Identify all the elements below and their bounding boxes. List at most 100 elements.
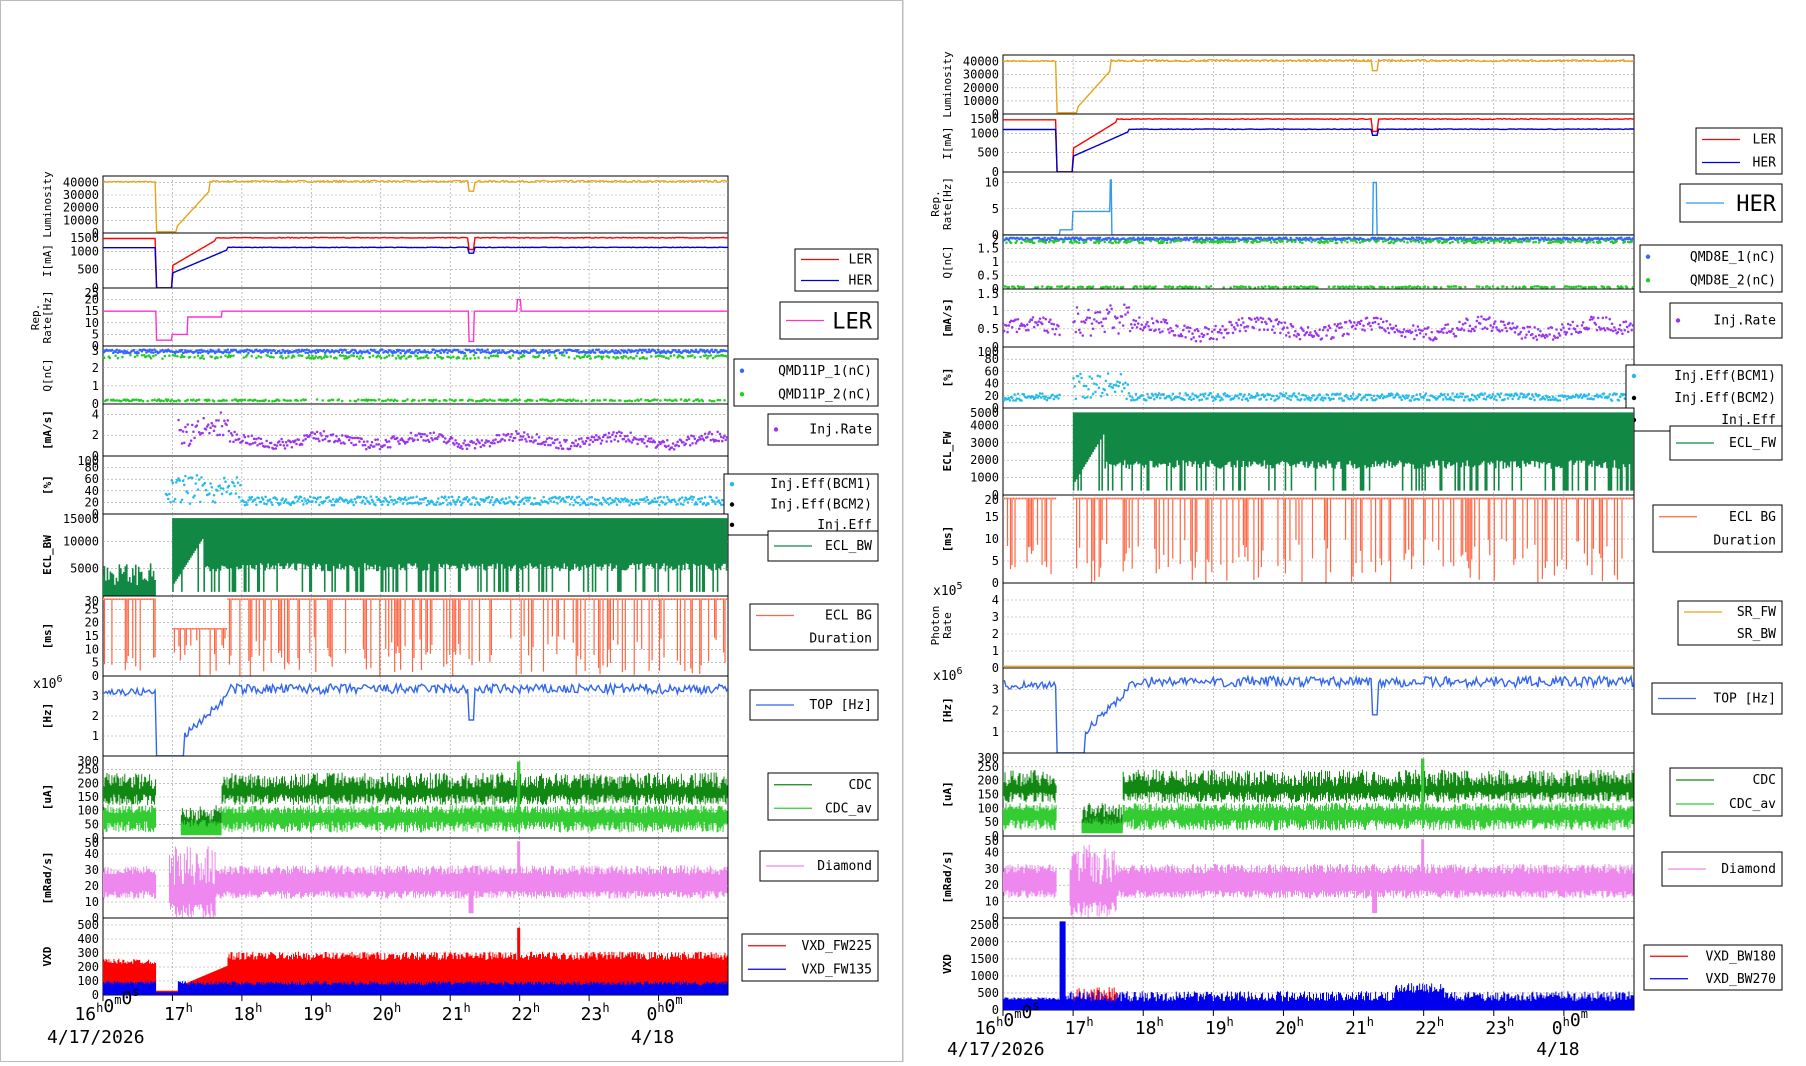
legend-label: VXD_FW225 (802, 939, 872, 954)
cdc-series (1003, 758, 1634, 834)
y-tick-label: 25 (85, 602, 99, 616)
y-axis-label: [Hz] (41, 703, 54, 730)
legend-label: VXD_BW180 (1706, 949, 1776, 964)
y-tick-label: 15 (985, 510, 999, 524)
y-tick-label: 15 (85, 629, 99, 643)
x-tick-label: 21h (442, 1001, 471, 1025)
y-tick-label: 300 (77, 754, 99, 768)
time-axis: 16h0m0s 17h 18h 19h 20h 21h 22h 23h 0h0m 4/17/202… (947, 999, 1588, 1060)
y-tick-label: 0 (92, 449, 99, 463)
y-axis-label: [uA] (941, 781, 954, 808)
panel-2-3: 10 5 0 Rep.Rate[Hz] HER (929, 171, 1783, 242)
y-tick-label: 20000 (63, 201, 99, 215)
y-tick-label: 20 (85, 879, 99, 893)
y-tick-label: 2 (92, 428, 99, 442)
legend-box (1695, 127, 1783, 175)
legend-box (767, 530, 879, 562)
y-tick-label: 40000 (63, 175, 99, 189)
y-tick-label: 3 (992, 682, 999, 696)
y-tick-label: 0 (92, 226, 99, 240)
legend-marker (773, 427, 779, 432)
y-tick-label: 0 (992, 165, 999, 179)
legend: LER (779, 301, 879, 340)
panel-2-4: 21.510.50 Q[nC] QMD8E_1(nC) QMD8E_2(nC) (941, 233, 1783, 296)
x-tick-label: 0h0m (1552, 1007, 1588, 1039)
cdc-series (103, 761, 728, 836)
y-tick-label: 2 (992, 704, 999, 718)
y-tick-label: 10 (985, 176, 999, 190)
y-tick-label: 150 (77, 790, 99, 804)
x-tick-label: 23h (581, 1001, 610, 1025)
legend-box (1652, 504, 1783, 553)
y-tick-label: 0 (92, 397, 99, 411)
y-axis-label: [mRad/s] (41, 852, 54, 905)
y-tick-label: 1000 (70, 244, 99, 258)
line-series (1003, 179, 1634, 235)
x-tick-label: 22h (511, 1001, 540, 1025)
legend: Diamond (759, 850, 879, 882)
x-tick-label: 21h (1345, 1015, 1374, 1039)
series-group (103, 927, 728, 995)
y-tick-label: 30000 (963, 68, 999, 82)
y-axis-label: VXD (41, 946, 54, 966)
series-group (1003, 372, 1634, 402)
y-tick-label: 2000 (970, 935, 999, 949)
y-tick-label: 10 (985, 532, 999, 546)
plot-frame (1002, 288, 1635, 348)
y-tick-label: 20 (985, 493, 999, 507)
legend-box (723, 473, 879, 536)
y-tick-label: 20 (985, 389, 999, 403)
panel-2-13: 2500 2000 1500 1000 500 0 VXD VXD_BW180 VXD_BW27… (941, 917, 1783, 1017)
y-tick-label: 500 (977, 986, 999, 1000)
y-tick-label: 1500 (970, 952, 999, 966)
y-tick-label: 0.5 (977, 269, 999, 283)
y-tick-label: 1.5 (977, 287, 999, 301)
legend-label: Inj.Eff(BCM2) (1674, 391, 1776, 406)
legend-marker (1631, 395, 1637, 401)
y-tick-label: 10 (85, 642, 99, 656)
line-series (1003, 58, 1634, 114)
y-tick-label: 30 (985, 862, 999, 876)
y-tick-label: 100 (77, 804, 99, 818)
y-tick-label: 5 (92, 327, 99, 341)
y-tick-label: 4000 (970, 418, 999, 432)
y-tick-label: 0 (992, 340, 999, 354)
y-tick-label: 10 (85, 316, 99, 330)
y-tick-label: 200 (77, 960, 99, 974)
y-tick-label: 2 (992, 627, 999, 641)
legend: QMD11P_1(nC) QMD11P_2(nC) (733, 358, 879, 407)
scatter-series (103, 348, 728, 355)
x-tick-label: 18h (1135, 1015, 1164, 1039)
y-tick-label: 3 (92, 344, 99, 358)
y-tick-label: 1 (92, 729, 99, 743)
legend-label: Inj.Rate (1713, 314, 1776, 329)
legend-marker (739, 392, 745, 397)
legend: ECL_BW (767, 530, 879, 562)
y-tick-label: 1 (992, 725, 999, 739)
y-tick-label: 1 (992, 644, 999, 658)
legend-label: CDC_av (1729, 797, 1776, 812)
y-axis-label: PhotonRate (929, 606, 954, 646)
y-tick-label: 40000 (963, 55, 999, 69)
legend-label: Diamond (817, 859, 872, 874)
y-tick-label: 0 (92, 911, 99, 925)
y-tick-label: 20000 (963, 81, 999, 95)
legend-box (749, 603, 879, 651)
scatter-series (1003, 239, 1634, 289)
y-tick-label: 30 (85, 863, 99, 877)
y-axis-label: Luminosity (41, 171, 54, 238)
legend-marker (1645, 254, 1651, 259)
legend-marker (739, 368, 745, 373)
legend: LER HER (794, 248, 879, 292)
legend-label: ECL_BW (825, 539, 872, 554)
y-tick-label: 5000 (70, 562, 99, 576)
y-tick-label: 0 (92, 507, 99, 521)
y-tick-label: 20 (85, 495, 99, 509)
diamond-series (1003, 839, 1634, 918)
y-tick-label: 1000 (970, 471, 999, 485)
y-axis-label: I[mA] (941, 126, 954, 159)
